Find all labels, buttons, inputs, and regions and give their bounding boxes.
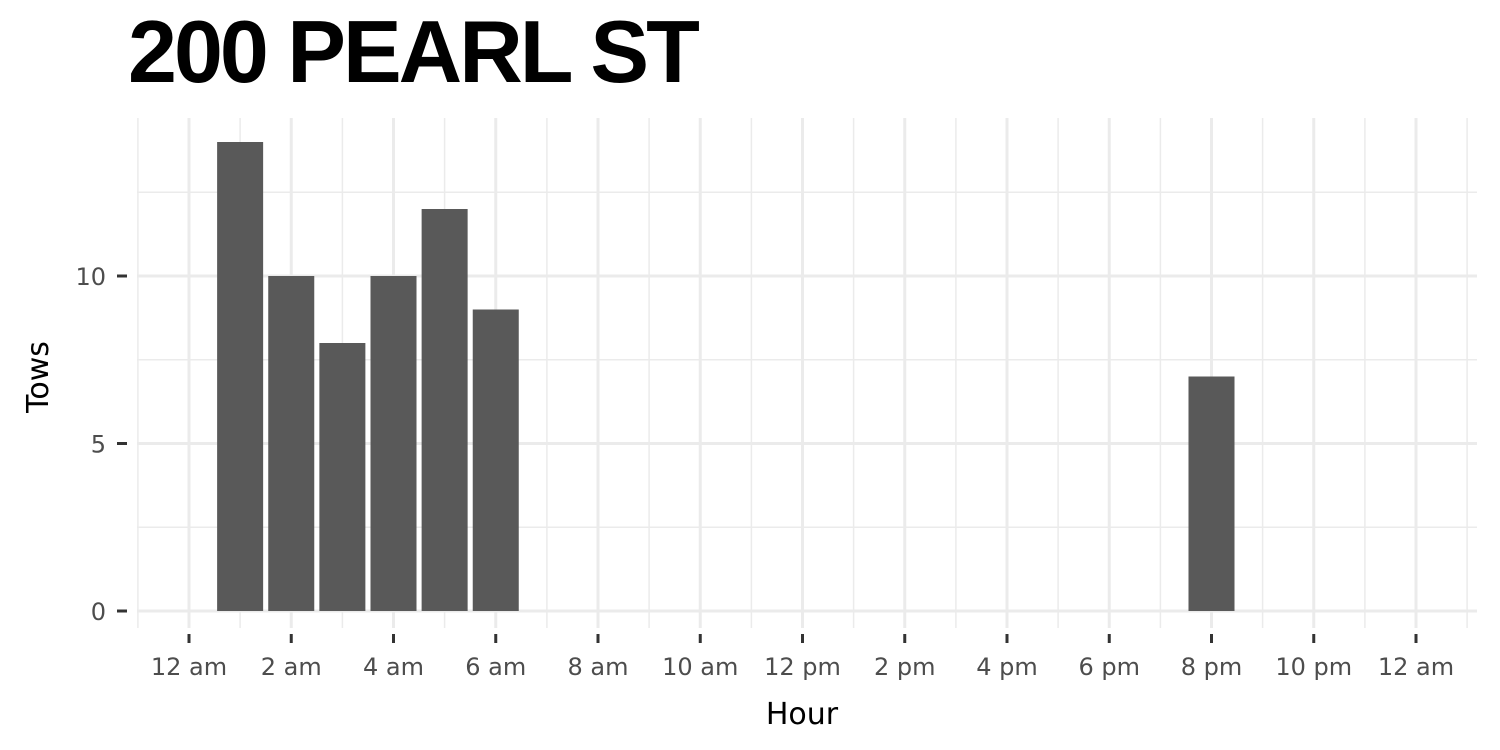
x-tick-label: 4 pm (976, 653, 1038, 681)
y-tick-label: 0 (91, 598, 106, 626)
x-tick-label: 12 pm (764, 653, 841, 681)
gridlines (137, 118, 1477, 628)
x-tick-label: 12 am (1378, 653, 1454, 681)
bar (472, 309, 519, 611)
y-axis: 0 5 10 (75, 263, 127, 626)
chart-title: 200 PEARL ST (128, 2, 700, 101)
x-tick-label: 2 am (261, 653, 322, 681)
y-tick-label: 10 (75, 263, 106, 291)
x-tick-label: 8 am (568, 653, 629, 681)
y-tick-label: 5 (91, 431, 106, 459)
bar (319, 343, 366, 611)
bar (421, 209, 468, 611)
bar (217, 142, 264, 611)
x-tick-label: 6 pm (1078, 653, 1140, 681)
x-tick-label: 4 am (363, 653, 424, 681)
bar (268, 276, 315, 611)
bar (1188, 376, 1235, 611)
x-tick-label: 12 am (151, 653, 227, 681)
x-axis-title: Hour (766, 697, 839, 732)
y-axis-title: Tows (21, 341, 56, 414)
x-tick-label: 6 am (465, 653, 526, 681)
x-axis: 12 am 2 am 4 am 6 am 8 am 10 am 12 pm 2 pm 4 pm 6… (151, 634, 1454, 681)
bars (217, 142, 1235, 611)
x-tick-label: 10 am (662, 653, 738, 681)
x-tick-label: 2 pm (874, 653, 936, 681)
bar (370, 276, 417, 611)
x-tick-label: 8 pm (1181, 653, 1243, 681)
x-tick-label: 10 pm (1275, 653, 1352, 681)
